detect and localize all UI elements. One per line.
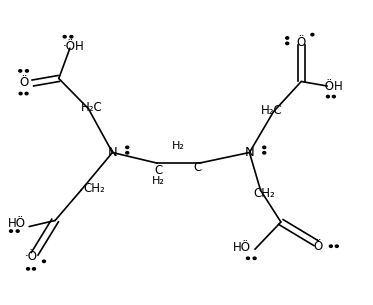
Circle shape — [63, 36, 66, 38]
Circle shape — [26, 268, 29, 270]
Circle shape — [253, 257, 256, 260]
Circle shape — [16, 230, 19, 232]
Circle shape — [286, 42, 289, 45]
Text: CH₂: CH₂ — [253, 187, 275, 200]
Text: Ö: Ö — [313, 240, 323, 253]
Text: ·ÖH: ·ÖH — [322, 80, 344, 92]
Text: HÖ: HÖ — [233, 241, 251, 254]
Text: C: C — [194, 161, 202, 174]
Text: CH₂: CH₂ — [83, 182, 105, 195]
Circle shape — [25, 92, 28, 95]
Text: Ö: Ö — [19, 77, 28, 89]
Text: N: N — [107, 146, 117, 159]
Circle shape — [263, 152, 266, 154]
Text: H₂: H₂ — [152, 176, 165, 186]
Text: C: C — [154, 164, 163, 177]
Circle shape — [126, 146, 129, 149]
Circle shape — [335, 245, 338, 247]
Circle shape — [25, 70, 28, 72]
Circle shape — [70, 36, 73, 38]
Circle shape — [19, 70, 22, 72]
Text: Ö: Ö — [297, 36, 306, 49]
Circle shape — [43, 260, 46, 263]
Circle shape — [332, 95, 335, 98]
Text: ·Ö: ·Ö — [25, 250, 38, 263]
Circle shape — [311, 34, 314, 36]
Circle shape — [32, 268, 35, 270]
Text: H₂C: H₂C — [261, 104, 282, 117]
Text: H₂C: H₂C — [81, 101, 103, 114]
Circle shape — [286, 37, 289, 39]
Circle shape — [126, 152, 129, 154]
Text: N: N — [245, 146, 254, 159]
Circle shape — [263, 146, 266, 149]
Text: HÖ: HÖ — [7, 217, 25, 230]
Circle shape — [19, 92, 22, 95]
Circle shape — [10, 230, 13, 232]
Circle shape — [326, 95, 329, 98]
Text: H₂: H₂ — [172, 141, 185, 151]
Circle shape — [247, 257, 250, 260]
Circle shape — [329, 245, 332, 247]
Text: ·ÖH: ·ÖH — [63, 40, 84, 53]
